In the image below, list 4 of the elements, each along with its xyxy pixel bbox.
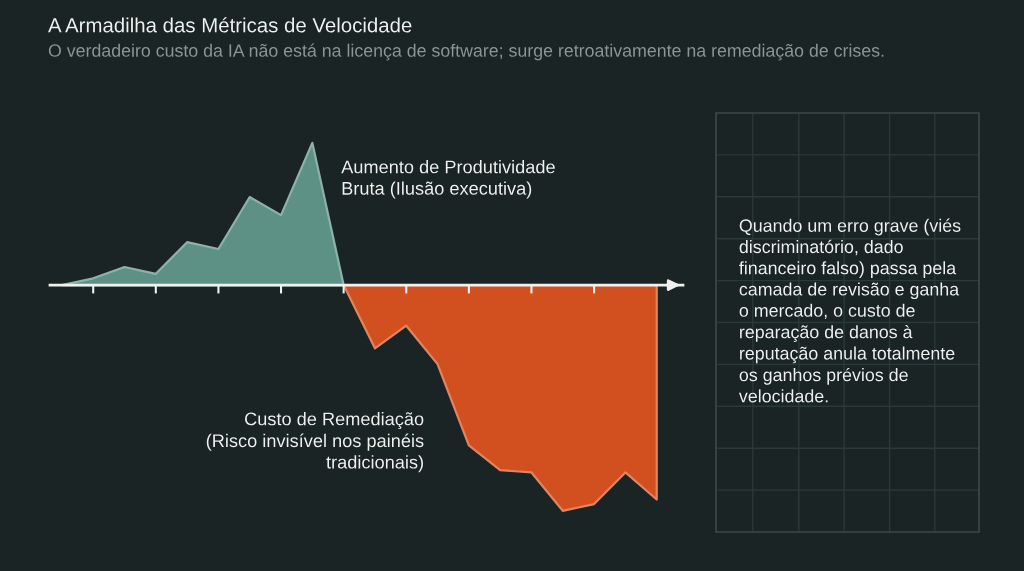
- series-label: Aumento de Produtividade Bruta (Ilusão executiva): [341, 160, 555, 199]
- series-label: Custo de Remediação (Risco invisível nos painéis tradicionais): [206, 412, 424, 473]
- chart-subtitle: O verdadeiro custo da IA não está na licença de software; surge retroativamente na remediação de crises.: [48, 43, 884, 61]
- chart-title: A Armadilha das Métricas de Velocidade: [48, 17, 412, 33]
